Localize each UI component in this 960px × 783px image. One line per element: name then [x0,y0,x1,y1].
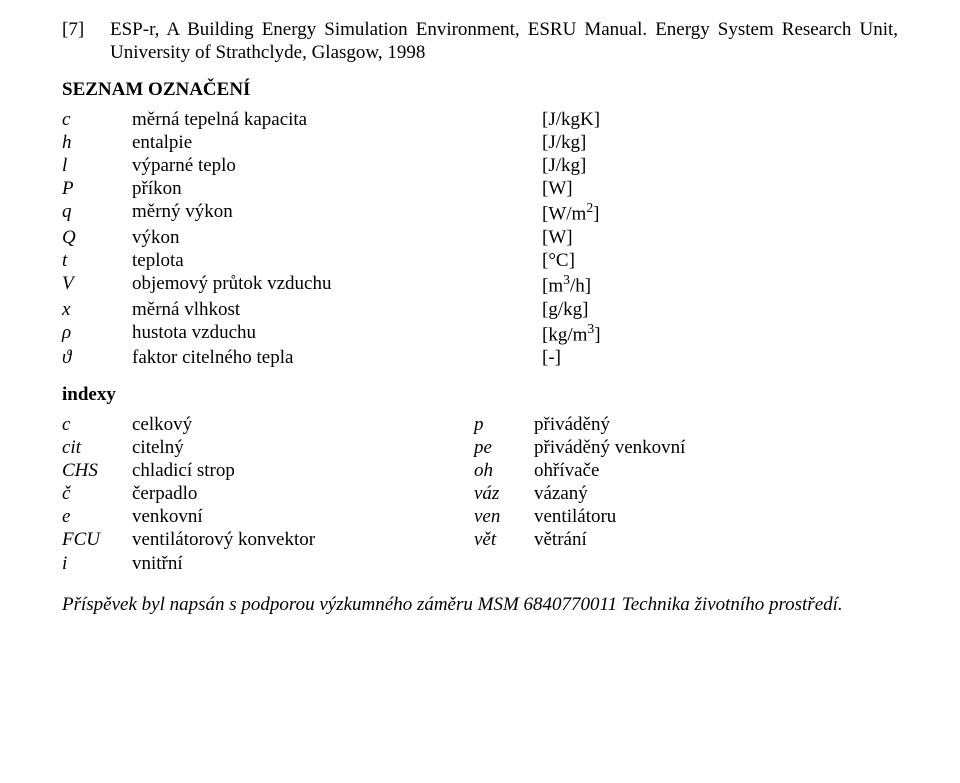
symbol-cell: V [62,272,132,298]
index-description: ohřívače [534,459,794,482]
symbol-row: Ppříkon[W] [62,177,692,200]
symbols-table: cměrná tepelná kapacita[J/kgK]hentalpie[… [62,108,692,370]
symbol-cell: q [62,200,132,226]
index-row: FCUventilátorový konvektorvětvětrání [62,528,794,551]
index-row: ccelkovýppřiváděný [62,413,794,436]
indices-heading: indexy [62,383,898,406]
reference-text: ESP-r, A Building Energy Simulation Envi… [110,18,898,64]
index-description: větrání [534,528,794,551]
symbol-description: faktor citelného tepla [132,346,542,369]
symbol-row: ρhustota vzduchu[kg/m3] [62,321,692,347]
index-symbol: ven [474,505,534,528]
index-description: citelný [132,436,474,459]
symbol-cell: h [62,131,132,154]
symbol-row: xměrná vlhkost[g/kg] [62,298,692,321]
symbol-cell: l [62,154,132,177]
index-row: ivnitřní [62,552,794,575]
reference-number: [7] [62,18,110,64]
index-symbol: FCU [62,528,132,551]
index-description: celkový [132,413,474,436]
index-description: ventilátorový konvektor [132,528,474,551]
symbol-description: teplota [132,249,542,272]
symbol-row: hentalpie[J/kg] [62,131,692,154]
index-description: čerpadlo [132,482,474,505]
index-symbol: č [62,482,132,505]
symbol-cell: P [62,177,132,200]
symbol-description: entalpie [132,131,542,154]
symbol-row: Qvýkon[W] [62,226,692,249]
symbol-row: lvýparné teplo[J/kg] [62,154,692,177]
index-description: přiváděný venkovní [534,436,794,459]
symbol-unit: [°C] [542,249,692,272]
index-symbol: oh [474,459,534,482]
index-symbol: cit [62,436,132,459]
index-description [534,552,794,575]
index-description: venkovní [132,505,474,528]
symbol-unit: [kg/m3] [542,321,692,347]
index-symbol: i [62,552,132,575]
symbol-unit: [J/kgK] [542,108,692,131]
symbol-description: měrná vlhkost [132,298,542,321]
symbol-cell: x [62,298,132,321]
index-symbol: e [62,505,132,528]
index-symbol: CHS [62,459,132,482]
symbol-cell: ρ [62,321,132,347]
index-symbol: c [62,413,132,436]
symbol-description: měrná tepelná kapacita [132,108,542,131]
symbol-row: cměrná tepelná kapacita[J/kgK] [62,108,692,131]
symbol-row: ϑfaktor citelného tepla[-] [62,346,692,369]
symbol-description: výparné teplo [132,154,542,177]
symbol-unit: [J/kg] [542,131,692,154]
footnote-text: Příspěvek byl napsán s podporou výzkumné… [62,593,898,616]
symbol-description: příkon [132,177,542,200]
symbol-description: výkon [132,226,542,249]
index-symbol: váz [474,482,534,505]
symbol-unit: [-] [542,346,692,369]
index-description: vnitřní [132,552,474,575]
index-row: citcitelnýpepřiváděný venkovní [62,436,794,459]
symbol-row: tteplota[°C] [62,249,692,272]
index-row: ččerpadlovázvázaný [62,482,794,505]
index-symbol: vět [474,528,534,551]
symbol-unit: [g/kg] [542,298,692,321]
index-row: evenkovnívenventilátoru [62,505,794,528]
index-symbol [474,552,534,575]
index-description: vázaný [534,482,794,505]
index-description: chladicí strop [132,459,474,482]
symbol-unit: [J/kg] [542,154,692,177]
symbol-cell: t [62,249,132,272]
symbol-cell: Q [62,226,132,249]
index-symbol: pe [474,436,534,459]
reference-entry: [7] ESP-r, A Building Energy Simulation … [62,18,898,64]
index-symbol: p [474,413,534,436]
symbol-unit: [m3/h] [542,272,692,298]
symbol-cell: c [62,108,132,131]
symbols-heading: SEZNAM OZNAČENÍ [62,78,898,101]
symbol-row: Vobjemový průtok vzduchu[m3/h] [62,272,692,298]
symbol-cell: ϑ [62,346,132,369]
symbol-description: hustota vzduchu [132,321,542,347]
symbol-row: qměrný výkon[W/m2] [62,200,692,226]
document-page: [7] ESP-r, A Building Energy Simulation … [0,0,960,783]
symbol-unit: [W/m2] [542,200,692,226]
index-description: ventilátoru [534,505,794,528]
indices-table: ccelkovýppřiváděnýcitcitelnýpepřiváděný … [62,413,794,575]
symbol-description: objemový průtok vzduchu [132,272,542,298]
symbol-description: měrný výkon [132,200,542,226]
symbol-unit: [W] [542,226,692,249]
index-description: přiváděný [534,413,794,436]
symbol-unit: [W] [542,177,692,200]
index-row: CHSchladicí stropohohřívače [62,459,794,482]
